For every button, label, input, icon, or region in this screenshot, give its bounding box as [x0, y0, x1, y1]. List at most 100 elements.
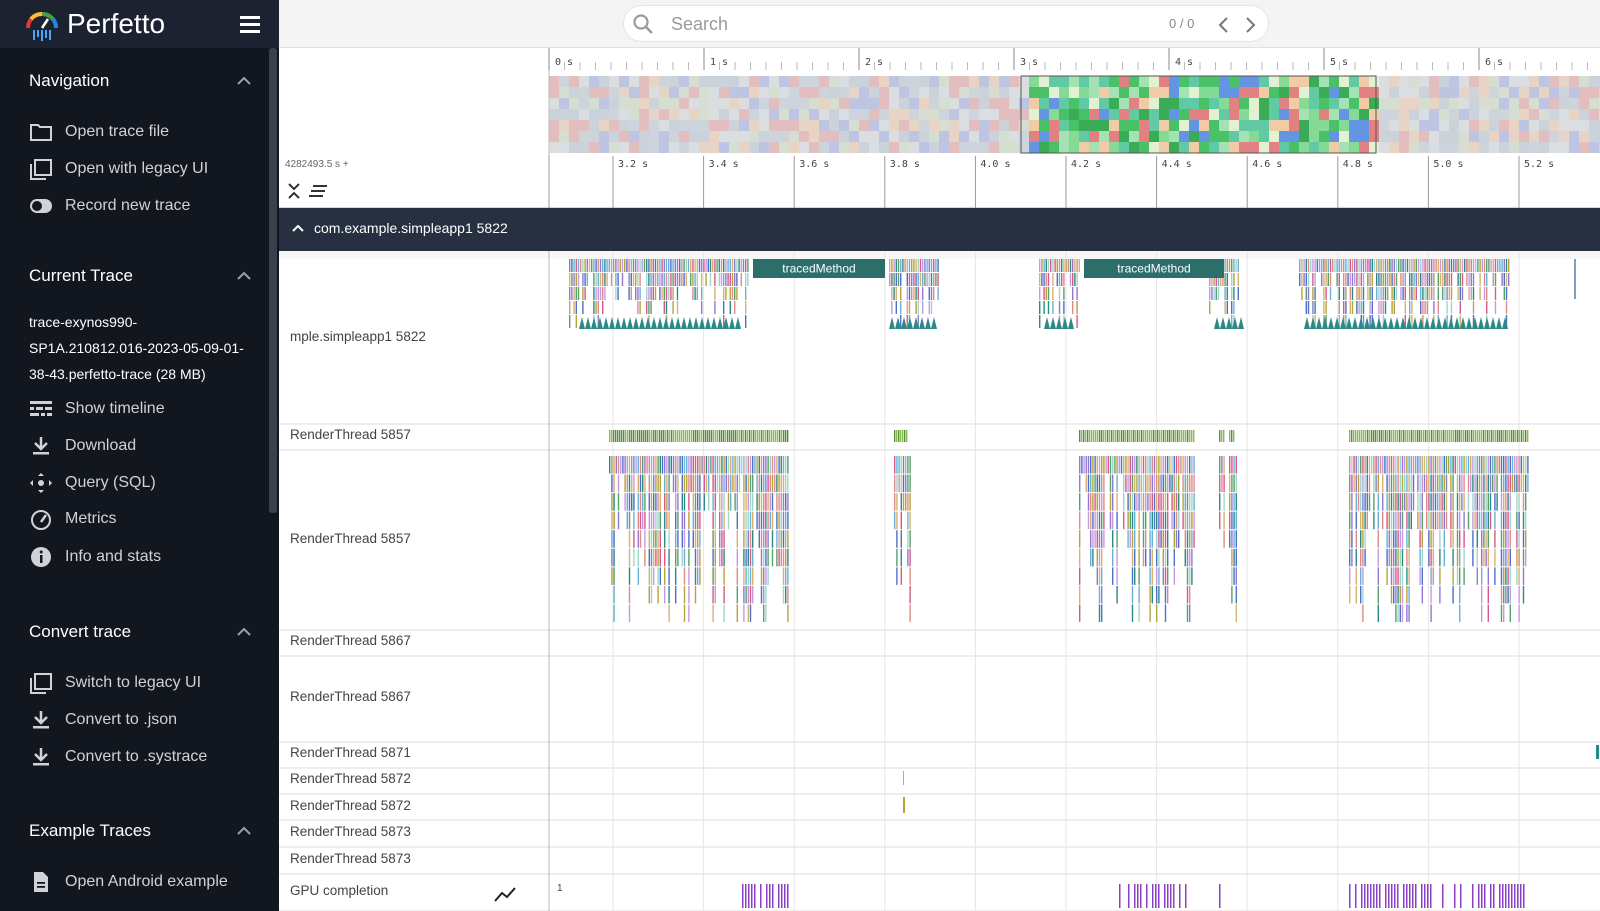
metrics-item[interactable]: Metrics [29, 504, 264, 534]
main-thread-slice [595, 287, 597, 300]
overview-cell [1249, 142, 1259, 153]
convert-json-item[interactable]: Convert to .json [29, 705, 264, 735]
render-thread-slice [708, 456, 710, 474]
render-thread-slice [1430, 548, 1432, 567]
chevron-up-icon[interactable] [236, 270, 252, 282]
overview-cell [1369, 98, 1379, 109]
render-summary-slice [1111, 430, 1113, 442]
render-summary-slice [904, 430, 906, 442]
render-thread-slice [1087, 511, 1090, 530]
render-summary-slice [1189, 430, 1191, 442]
search-box[interactable]: 0 / 0 [623, 5, 1269, 42]
overview-heatmap[interactable] [279, 48, 1600, 156]
render-thread-slice [1412, 474, 1415, 493]
gpu-completion-bar [1158, 884, 1160, 908]
render-thread-slice [617, 474, 620, 493]
tracks-panel[interactable]: tracedMethod tracedMethod 1 mple.simpleapp… [279, 251, 1600, 911]
main-thread-slice [1468, 287, 1470, 300]
render-thread-slice [1395, 604, 1397, 622]
overview-cell [599, 98, 609, 109]
render-thread-slice [1390, 456, 1393, 474]
main-thread-slice [913, 273, 915, 286]
info-and-stats-item[interactable]: Info and stats [29, 542, 264, 572]
render-thread-slice [747, 474, 749, 493]
hamburger-menu-button[interactable] [238, 14, 262, 34]
render-summary-slice [1113, 430, 1115, 442]
render-thread-slice [1355, 474, 1357, 493]
download-item[interactable]: Download [29, 431, 264, 461]
chevron-up-icon[interactable] [236, 626, 252, 638]
main-thread-slice [723, 287, 725, 300]
main-thread-slice [1334, 259, 1336, 272]
render-thread-slice [1518, 548, 1520, 567]
main-thread-slice [1367, 259, 1369, 272]
render-thread-slice [655, 511, 657, 530]
overview-cell [1439, 109, 1449, 120]
chevron-up-icon[interactable] [236, 75, 252, 87]
main-thread-slice [1338, 259, 1340, 272]
render-thread-slice [1160, 456, 1162, 474]
section-title-example-traces[interactable]: Example Traces [29, 821, 151, 840]
overview-cell [1469, 87, 1479, 98]
render-summary-slice [1427, 430, 1429, 442]
main-thread-slice [1323, 273, 1325, 286]
convert-systrace-item[interactable]: Convert to .systrace [29, 742, 264, 772]
render-thread-slice [648, 493, 650, 511]
process-group-header[interactable]: com.example.simpleapp1 5822 [279, 208, 1600, 251]
switch-legacy-ui-item[interactable]: Switch to legacy UI [29, 668, 264, 698]
section-title-current-trace[interactable]: Current Trace [29, 266, 133, 285]
render-thread-slice [1377, 585, 1379, 604]
open-trace-file-item[interactable]: Open trace file [29, 117, 264, 147]
overview-cell [1139, 120, 1149, 131]
show-chart-icon[interactable] [494, 887, 516, 902]
overview-cell [879, 120, 889, 131]
main-thread-slice [1354, 259, 1356, 272]
render-thread-slice [905, 474, 907, 493]
collapse-all-icon[interactable] [287, 182, 301, 200]
render-thread-slice [782, 511, 785, 530]
render-thread-slice [1503, 511, 1505, 530]
overview-cell [939, 142, 949, 153]
render-thread-slice [613, 585, 615, 604]
search-input[interactable] [669, 12, 1149, 36]
chevron-left-icon[interactable] [1214, 14, 1234, 36]
section-title-navigation[interactable]: Navigation [29, 71, 110, 90]
show-timeline-item[interactable]: Show timeline [29, 394, 264, 424]
overview-cell [989, 76, 999, 87]
chevron-right-icon[interactable] [1240, 14, 1260, 36]
section-title-convert-trace[interactable]: Convert trace [29, 622, 132, 641]
main-thread-slice [889, 259, 891, 272]
render-summary-slice [639, 430, 641, 442]
query-sql-item[interactable]: Query (SQL) [29, 468, 264, 498]
main-thread-slice [694, 273, 696, 286]
overview-cell [979, 142, 989, 153]
render-thread-slice [756, 493, 758, 511]
main-thread-slice [597, 259, 599, 272]
render-summary-slice [1359, 430, 1361, 442]
main-thread-slice [606, 259, 608, 272]
gpu-completion-bar [1370, 884, 1372, 908]
record-new-trace-item[interactable]: Record new trace [29, 191, 264, 221]
gpu-completion-bar [742, 884, 744, 908]
main-thread-slice [1325, 301, 1327, 314]
list-icon[interactable] [309, 184, 327, 198]
main-thread-slice [736, 287, 738, 300]
chevron-up-icon[interactable] [291, 222, 305, 234]
gpu-completion-bar [1179, 884, 1181, 908]
main-thread-slice [1446, 301, 1448, 314]
overview-cell [1419, 131, 1429, 142]
open-legacy-ui-item[interactable]: Open with legacy UI [29, 154, 264, 184]
chevron-up-icon[interactable] [236, 825, 252, 837]
open-android-example-item[interactable]: Open Android example [29, 867, 264, 897]
overview-cell [549, 142, 559, 153]
render-thread-slice [657, 511, 659, 530]
main-thread-slice [1371, 301, 1373, 314]
render-thread-slice [1158, 567, 1160, 585]
overview-cell [1469, 120, 1479, 131]
overview-cell [1379, 142, 1389, 153]
sidebar-scrollbar[interactable] [269, 48, 277, 513]
overview-cell [819, 87, 829, 98]
